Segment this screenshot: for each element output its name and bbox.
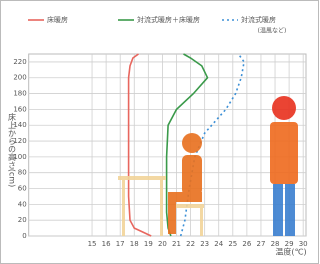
x-tick-label: 25 [228,240,237,248]
x-tick-label: 24 [214,240,223,248]
y-tick-label: 200 [13,74,26,82]
chart: 0204060801001201401601802002201516171819… [0,0,319,264]
legend-label: 床暖房 [47,15,68,24]
x-tick-label: 16 [102,240,111,248]
y-tick-label: 60 [18,185,27,193]
x-tick-label: 18 [130,240,139,248]
y-tick-label: 20 [18,216,27,224]
x-tick-label: 21 [172,240,181,248]
y-tick-label: 220 [13,58,26,66]
y-tick-label: 0 [22,232,26,240]
y-tick-label: 40 [18,200,27,208]
x-tick-label: 20 [158,240,167,248]
x-tick-label: 15 [88,240,97,248]
x-tick-label: 26 [242,240,251,248]
x-tick-label: 17 [116,240,125,248]
legend-note: (温風など) [258,27,287,35]
x-tick-label: 22 [186,240,195,248]
legend-label: 対流式暖房＋床暖房 [137,15,200,24]
x-tick-label: 23 [200,240,209,248]
x-axis-label: 温度(℃) [275,247,306,257]
y-tick-label: 80 [18,169,27,177]
x-tick-label: 27 [256,240,265,248]
y-tick-label: 180 [13,90,26,98]
y-axis-label: 床上からの高さ(cm) [8,112,17,187]
x-tick-label: 19 [144,240,153,248]
legend-label: 対流式暖房 [241,15,276,24]
